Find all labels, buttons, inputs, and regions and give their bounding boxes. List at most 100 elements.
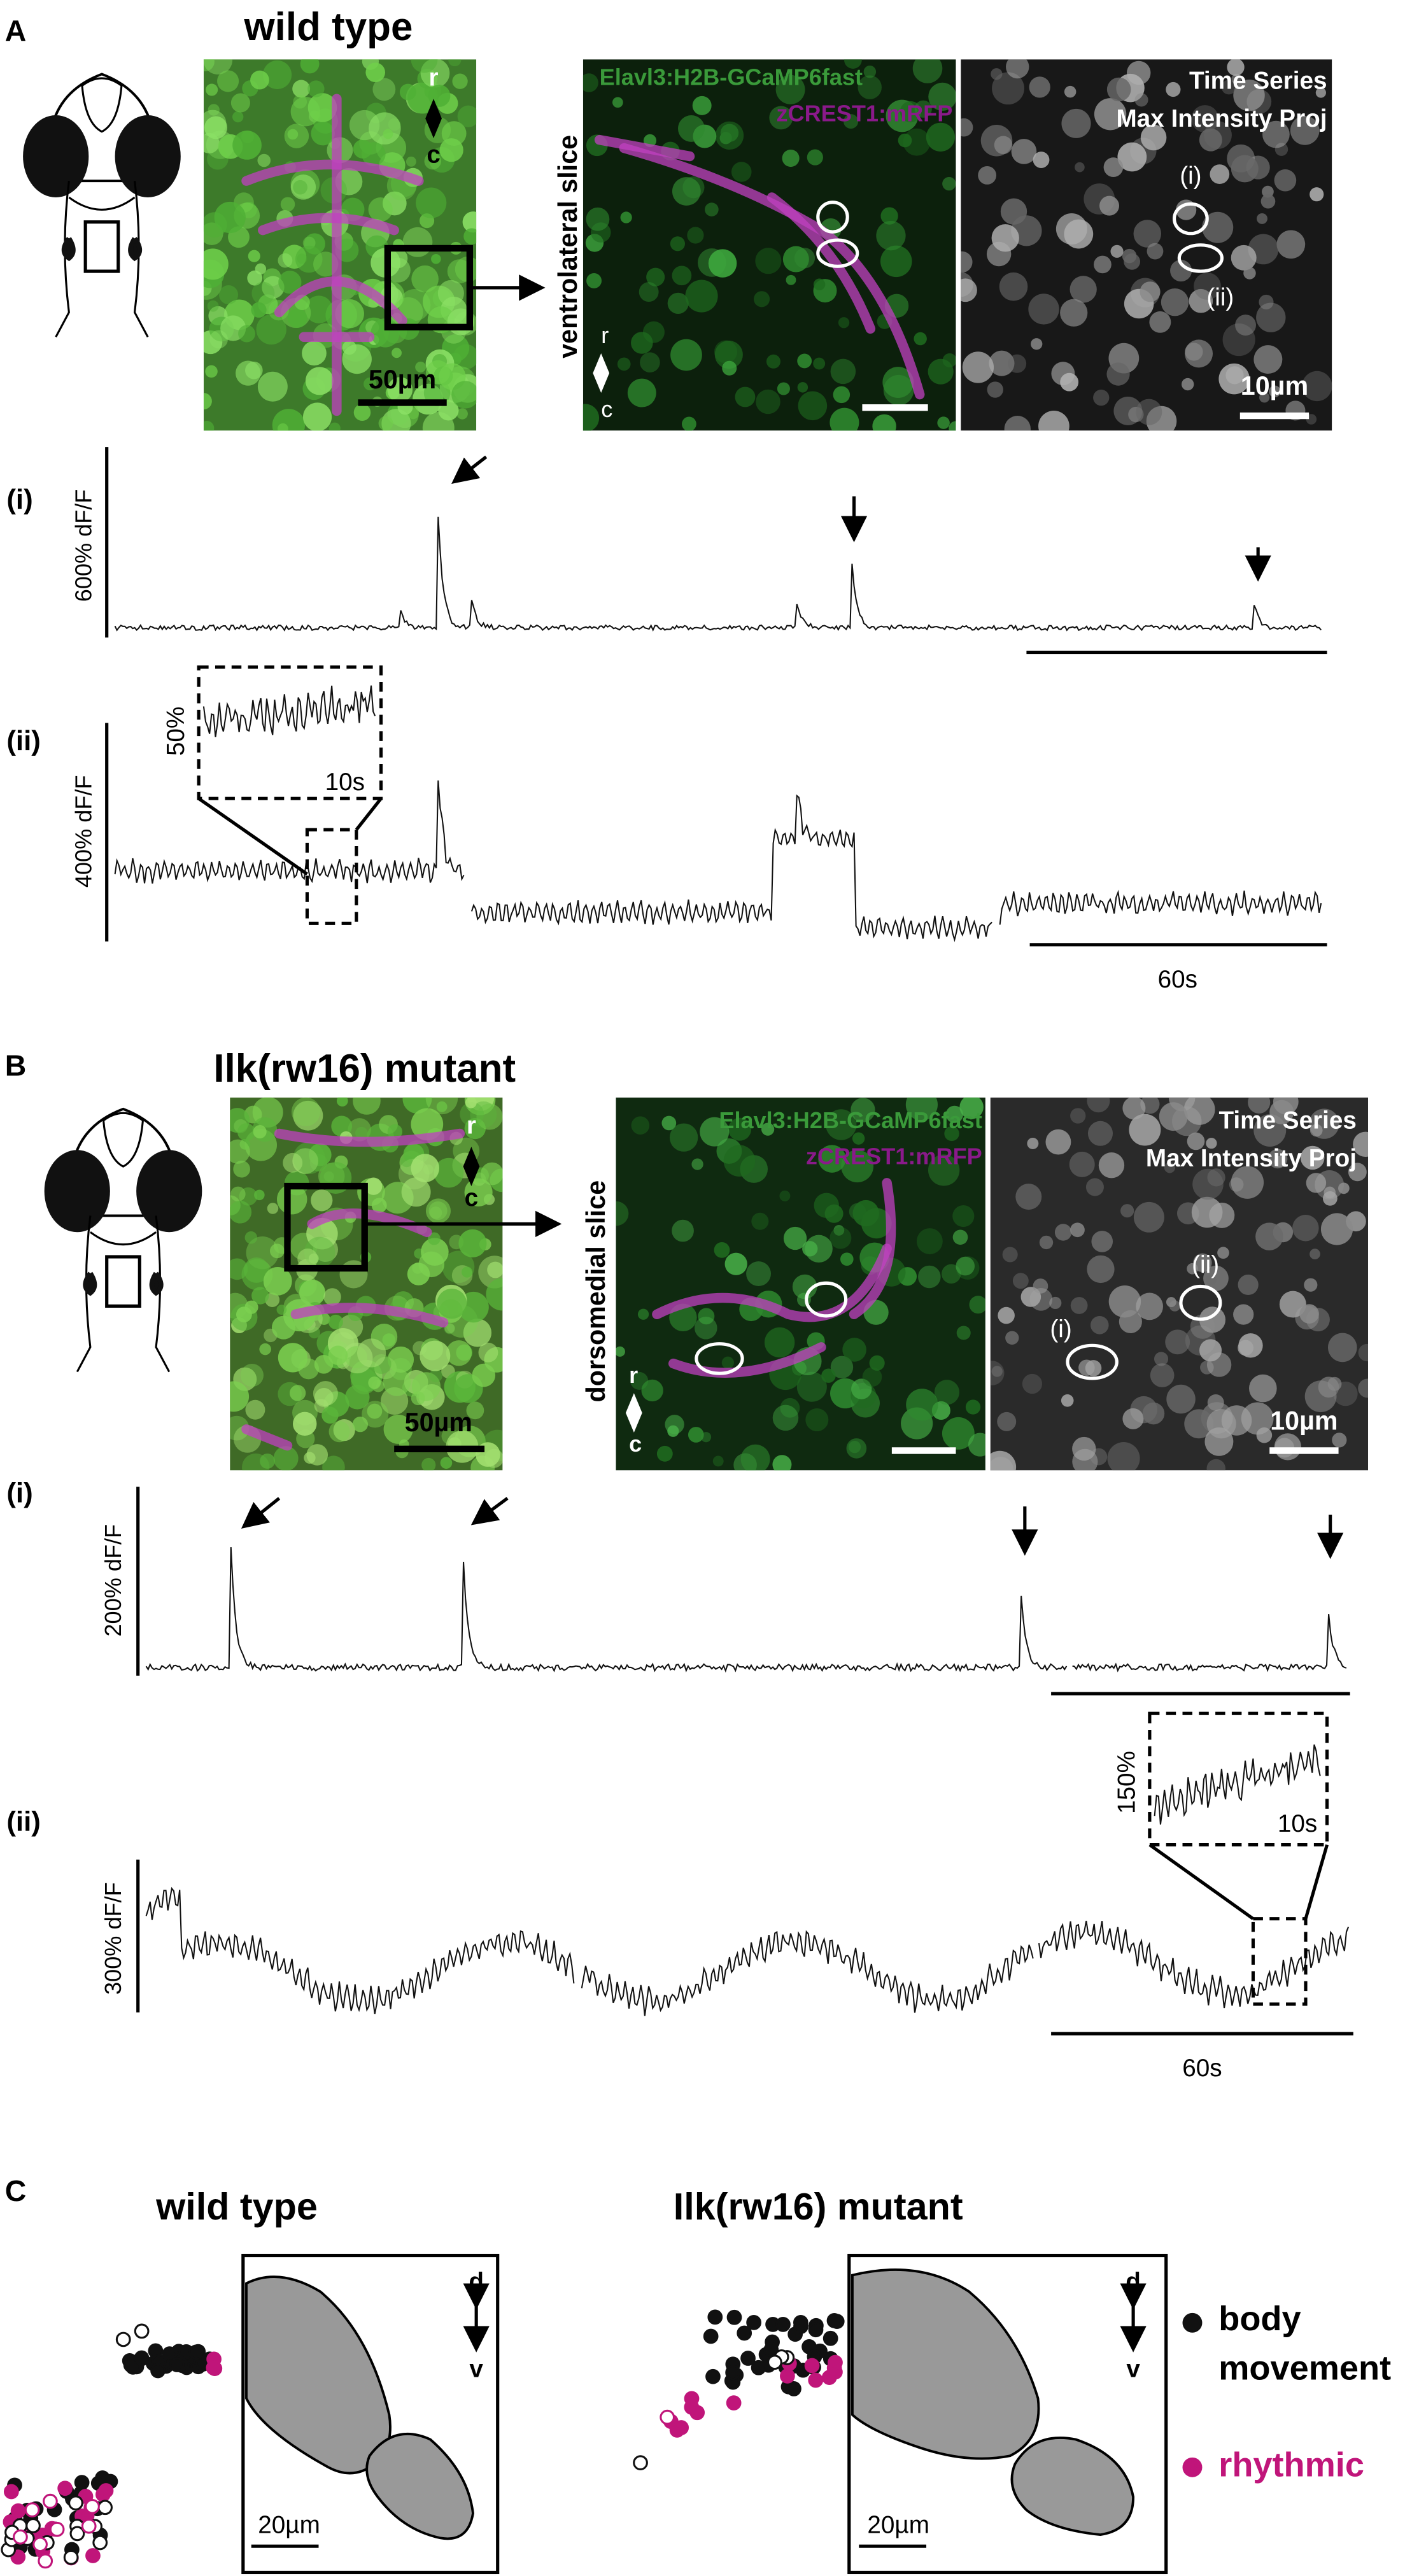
roi <box>816 201 849 234</box>
cell <box>431 254 441 264</box>
cell <box>462 211 477 233</box>
cell <box>411 1372 441 1401</box>
cell <box>298 1358 320 1380</box>
ts-label: Time Series <box>1218 1107 1357 1135</box>
cell <box>257 153 271 167</box>
cell <box>1029 76 1050 98</box>
cell <box>1210 164 1230 184</box>
cell <box>214 201 246 234</box>
cell <box>1243 267 1256 280</box>
cell <box>1184 1409 1214 1439</box>
magenta-signal <box>849 1178 896 1320</box>
cell <box>830 407 859 431</box>
cell <box>779 1190 791 1201</box>
cell <box>841 1150 874 1183</box>
cell-dot <box>162 2346 178 2362</box>
dorsal-label: d <box>469 2268 484 2296</box>
cell <box>1022 1373 1043 1394</box>
cell <box>278 253 293 268</box>
cell <box>230 93 250 113</box>
slice-label: dorsomedial slice <box>581 1180 611 1403</box>
cell <box>305 295 333 323</box>
cell <box>1302 371 1332 402</box>
cell <box>918 1265 941 1289</box>
cell <box>991 68 1003 80</box>
cell <box>1094 255 1112 274</box>
orientation-c: c <box>427 141 441 169</box>
cell <box>238 325 255 343</box>
cell <box>797 382 808 393</box>
cell <box>1164 1162 1176 1173</box>
cell <box>667 292 689 314</box>
zoom-box <box>284 1182 368 1272</box>
cell <box>1015 1184 1042 1210</box>
cell <box>678 115 705 142</box>
cell <box>336 1097 348 1107</box>
cell <box>672 1219 694 1242</box>
cell <box>453 344 477 369</box>
scale-label: 10µm <box>1241 371 1308 400</box>
cell <box>421 1457 436 1471</box>
cell <box>1300 1145 1325 1170</box>
cell <box>1108 1285 1141 1318</box>
cell <box>838 317 850 329</box>
cell <box>1169 1300 1181 1312</box>
cell <box>691 1158 703 1170</box>
cell-dot <box>660 2409 675 2425</box>
cell <box>448 59 462 67</box>
cell <box>1087 1097 1110 1113</box>
cell <box>880 207 898 225</box>
cell-dot <box>10 2503 26 2519</box>
cell <box>912 59 943 83</box>
cell-dot <box>188 2344 204 2360</box>
roi-label: (i) <box>1050 1315 1071 1343</box>
magenta-signal <box>290 1303 449 1327</box>
cell <box>437 280 464 307</box>
cell <box>230 1415 250 1441</box>
cell <box>1353 1131 1369 1157</box>
cell <box>328 422 341 431</box>
cell <box>905 1097 938 1121</box>
orientation-diamond <box>593 353 610 393</box>
cell <box>687 227 704 244</box>
cell <box>949 421 956 431</box>
cell <box>1276 230 1306 259</box>
cell <box>1004 416 1031 431</box>
panel-title: Ilk(rw16) mutant <box>674 2185 963 2228</box>
cell <box>880 245 912 278</box>
roi <box>1066 1343 1119 1380</box>
cell <box>263 60 292 90</box>
cell <box>427 1232 441 1245</box>
cell <box>863 66 877 78</box>
cell <box>302 341 327 366</box>
roi-label: (ii) <box>1206 284 1234 311</box>
nucleus-shape <box>245 2275 392 2475</box>
magenta-signal <box>241 159 424 186</box>
cell <box>1253 345 1283 374</box>
cell <box>1231 155 1259 183</box>
cell-dot <box>25 2518 41 2533</box>
cell <box>1267 1149 1288 1169</box>
cell <box>411 1154 440 1182</box>
cell <box>302 402 332 431</box>
cell <box>1259 294 1274 309</box>
cell <box>463 1319 492 1347</box>
cell-dot <box>134 2323 150 2339</box>
cell <box>1140 281 1161 302</box>
cell <box>669 1123 698 1152</box>
cell <box>1183 1097 1215 1125</box>
cell <box>944 1126 959 1142</box>
scale-label: 50µm <box>405 1408 472 1437</box>
cell <box>1072 1436 1096 1461</box>
fluorescence-image <box>616 1097 985 1471</box>
magenta-signal <box>274 1128 465 1147</box>
cell <box>206 83 218 96</box>
cell <box>1274 169 1297 192</box>
cell <box>256 314 286 345</box>
cell <box>1320 1213 1353 1245</box>
cell <box>251 281 275 305</box>
cell <box>813 357 826 370</box>
cell <box>766 354 780 369</box>
cell <box>237 1123 255 1141</box>
roi <box>805 1281 848 1318</box>
